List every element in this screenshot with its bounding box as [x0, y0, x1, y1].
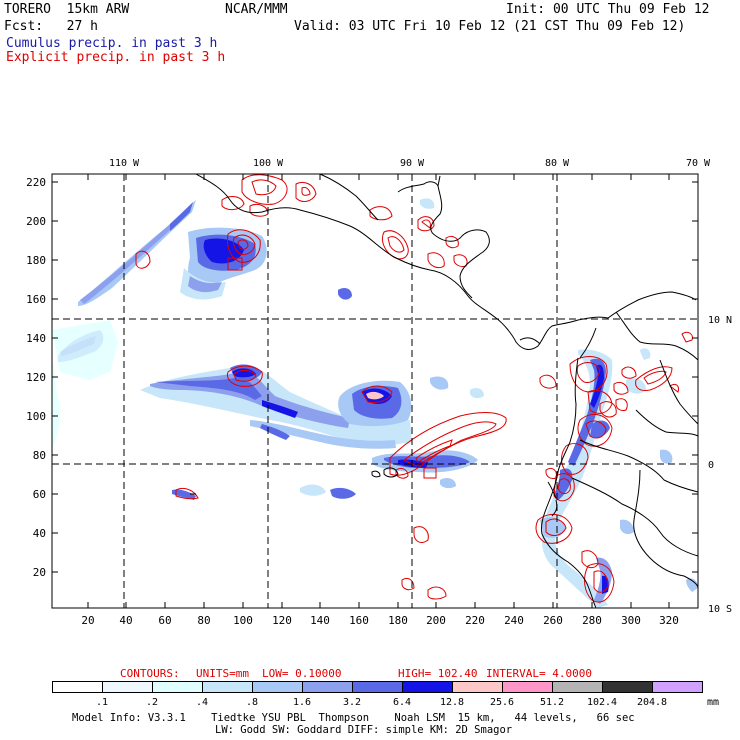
colorbar-label: 25.6	[489, 697, 515, 708]
colorbar-swatch	[202, 681, 253, 693]
y-tick-label: 20	[33, 566, 46, 579]
lon-label-90w: 90 W	[400, 158, 425, 169]
model-info: Model Info: V3.3.1 Tiedtke YSU PBL Thomp…	[72, 712, 635, 724]
y-tick-label: 120	[26, 371, 46, 384]
colorbar-unit: mm	[707, 697, 720, 708]
cumulus-precip-label: Cumulus precip. in past 3 h	[6, 36, 218, 51]
explicit-precip-contours	[135, 174, 693, 603]
lat-label-10n: 10 N	[708, 315, 732, 326]
contour-label: CONTOURS:	[120, 667, 180, 680]
x-tick-label: 100	[233, 614, 253, 627]
colorbar-swatch	[52, 681, 103, 693]
contour-units: UNITS=mm	[196, 667, 249, 680]
colorbar-label: 12.8	[439, 697, 465, 708]
x-tick-label: 160	[349, 614, 369, 627]
physics-info: LW: Godd SW: Goddard DIFF: simple KM: 2D…	[215, 724, 513, 736]
lon-label-80w: 80 W	[545, 158, 570, 169]
colorbar-label: 102.4	[586, 697, 618, 708]
x-tick-label: 40	[119, 614, 132, 627]
x-tick-label: 20	[81, 614, 94, 627]
contour-low: LOW= 0.10000	[262, 667, 342, 680]
x-tick-label: 300	[621, 614, 641, 627]
map-frame	[51, 173, 699, 609]
y-tick-label: 200	[26, 215, 46, 228]
x-tick-label: 60	[158, 614, 171, 627]
colorbar-swatch	[402, 681, 453, 693]
lon-label-100w: 100 W	[253, 158, 284, 169]
axis-ticks	[52, 174, 698, 608]
colorbar-swatch	[602, 681, 653, 693]
valid-time: Valid: 03 UTC Fri 10 Feb 12 (21 CST Thu …	[294, 19, 686, 34]
y-tick-label: 180	[26, 254, 46, 267]
colorbar-label: .1	[95, 697, 109, 708]
contour-interval: INTERVAL= 4.0000	[486, 667, 592, 680]
y-tick-label: 100	[26, 410, 46, 423]
colorbar-label: .8	[245, 697, 259, 708]
colorbar-swatch	[352, 681, 403, 693]
contour-high: HIGH= 102.40	[398, 667, 478, 680]
colorbar-swatch	[652, 681, 703, 693]
lon-label-70w: 70 W	[686, 158, 711, 169]
explicit-precip-label: Explicit precip. in past 3 h	[6, 50, 226, 65]
x-tick-label: 120	[272, 614, 292, 627]
x-tick-label: 280	[582, 614, 602, 627]
x-tick-label: 220	[465, 614, 485, 627]
x-tick-label: 80	[197, 614, 210, 627]
x-tick-label: 260	[543, 614, 563, 627]
lon-label-110w: 110 W	[109, 158, 140, 169]
lat-label-10s: 10 S	[708, 604, 732, 615]
colorbar-swatch	[152, 681, 203, 693]
colorbar-swatch	[452, 681, 503, 693]
org-label: NCAR/MMM	[225, 2, 288, 17]
y-tick-label: 80	[33, 449, 46, 462]
lat-lon-grid	[52, 174, 698, 608]
colorbar-label: 6.4	[392, 697, 412, 708]
colorbar-swatch	[102, 681, 153, 693]
forecast-hour: Fcst: 27 h	[4, 19, 98, 34]
x-tick-label: 180	[388, 614, 408, 627]
colorbar-label: 51.2	[539, 697, 565, 708]
colorbar-label: 3.2	[342, 697, 362, 708]
colorbar-label: 204.8	[636, 697, 668, 708]
y-tick-label: 60	[33, 488, 46, 501]
y-tick-label: 220	[26, 176, 46, 189]
model-title: TORERO 15km ARW	[4, 2, 130, 17]
colorbar-swatch	[502, 681, 553, 693]
x-tick-label: 320	[659, 614, 679, 627]
colorbar-label: .2	[145, 697, 159, 708]
x-tick-label: 240	[504, 614, 524, 627]
y-tick-label: 140	[26, 332, 46, 345]
init-time: Init: 00 UTC Thu 09 Feb 12	[506, 2, 710, 17]
colorbar-label: 1.6	[292, 697, 312, 708]
y-tick-label: 160	[26, 293, 46, 306]
colorbar-swatch	[252, 681, 303, 693]
x-tick-label: 200	[426, 614, 446, 627]
y-tick-label: 40	[33, 527, 46, 540]
coastlines	[190, 173, 699, 609]
x-tick-label: 140	[310, 614, 330, 627]
colorbar-swatch	[302, 681, 353, 693]
cumulus-precip-shading	[52, 198, 698, 608]
colorbar-swatch	[552, 681, 603, 693]
colorbar-label: .4	[195, 697, 209, 708]
lat-label-0: 0	[708, 460, 714, 471]
